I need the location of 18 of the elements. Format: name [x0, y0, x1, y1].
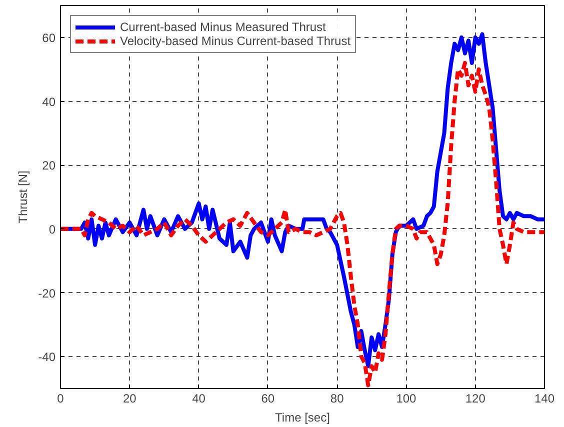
x-tick-label: 120 [465, 392, 486, 406]
x-tick-label: 60 [261, 392, 275, 406]
y-tick-label: -40 [38, 350, 56, 364]
y-tick-label: -20 [38, 286, 56, 300]
x-tick-label: 100 [396, 392, 417, 406]
legend-label: Current-based Minus Measured Thrust [120, 20, 326, 34]
x-tick-label: 140 [534, 392, 555, 406]
legend-label: Velocity-based Minus Current-based Thrust [120, 34, 351, 48]
y-tick-label: 60 [42, 30, 56, 45]
x-axis-title: Time [sec] [275, 410, 330, 424]
x-tick-label: 0 [57, 392, 64, 406]
x-tick-label: 80 [330, 392, 344, 406]
y-tick-label: 0 [48, 222, 56, 236]
x-tick-label: 20 [122, 392, 137, 406]
y-axis-title: Thrust [N] [16, 170, 30, 224]
y-tick-label: 20 [42, 158, 56, 173]
x-tick-label: 40 [192, 392, 206, 406]
y-tick-label: 40 [42, 94, 56, 109]
